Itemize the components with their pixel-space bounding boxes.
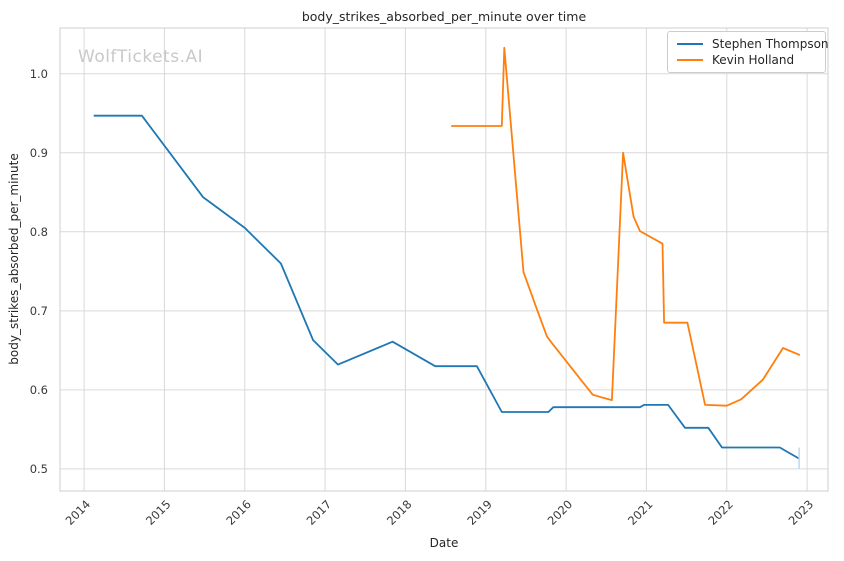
x-tick-label: 2017 [304, 497, 335, 528]
plot-border [59, 27, 829, 492]
x-tick-label: 2021 [625, 497, 656, 528]
x-axis-label: Date [429, 536, 459, 550]
y-tick-label: 0.6 [30, 383, 48, 397]
y-tick-label: 0.9 [30, 146, 48, 160]
y-tick-label: 0.5 [30, 462, 48, 476]
y-axis-label: body_strikes_absorbed_per_minute [7, 153, 21, 365]
x-tick-label: 2023 [786, 497, 817, 528]
y-tick-label: 1.0 [30, 67, 48, 81]
x-tick-label: 2020 [545, 497, 576, 528]
series-line-kevin-holland [451, 46, 801, 407]
x-tick-label: 2015 [143, 497, 174, 528]
legend-item-stephen-thompson: Stephen Thompson [677, 37, 829, 51]
y-tick-label: 0.8 [30, 225, 48, 239]
x-tick-label: 2022 [705, 497, 736, 528]
legend-line-swatch-orange [677, 59, 703, 61]
legend-label: Kevin Holland [712, 53, 795, 67]
legend: Stephen Thompson Kevin Holland [667, 31, 829, 73]
legend-item-kevin-holland: Kevin Holland [677, 53, 816, 67]
watermark: WolfTickets.AI [78, 47, 204, 67]
legend-label: Stephen Thompson [712, 37, 829, 51]
y-tick-label: 0.7 [30, 304, 48, 318]
x-tick-label: 2019 [464, 497, 495, 528]
chart-title: body_strikes_absorbed_per_minute over ti… [301, 9, 587, 24]
x-tick-label: 2014 [63, 497, 94, 528]
x-tick-label: 2016 [223, 497, 254, 528]
series-line-stephen-thompson [93, 114, 800, 460]
x-tick-label: 2018 [384, 497, 415, 528]
legend-line-swatch-blue [677, 43, 703, 45]
